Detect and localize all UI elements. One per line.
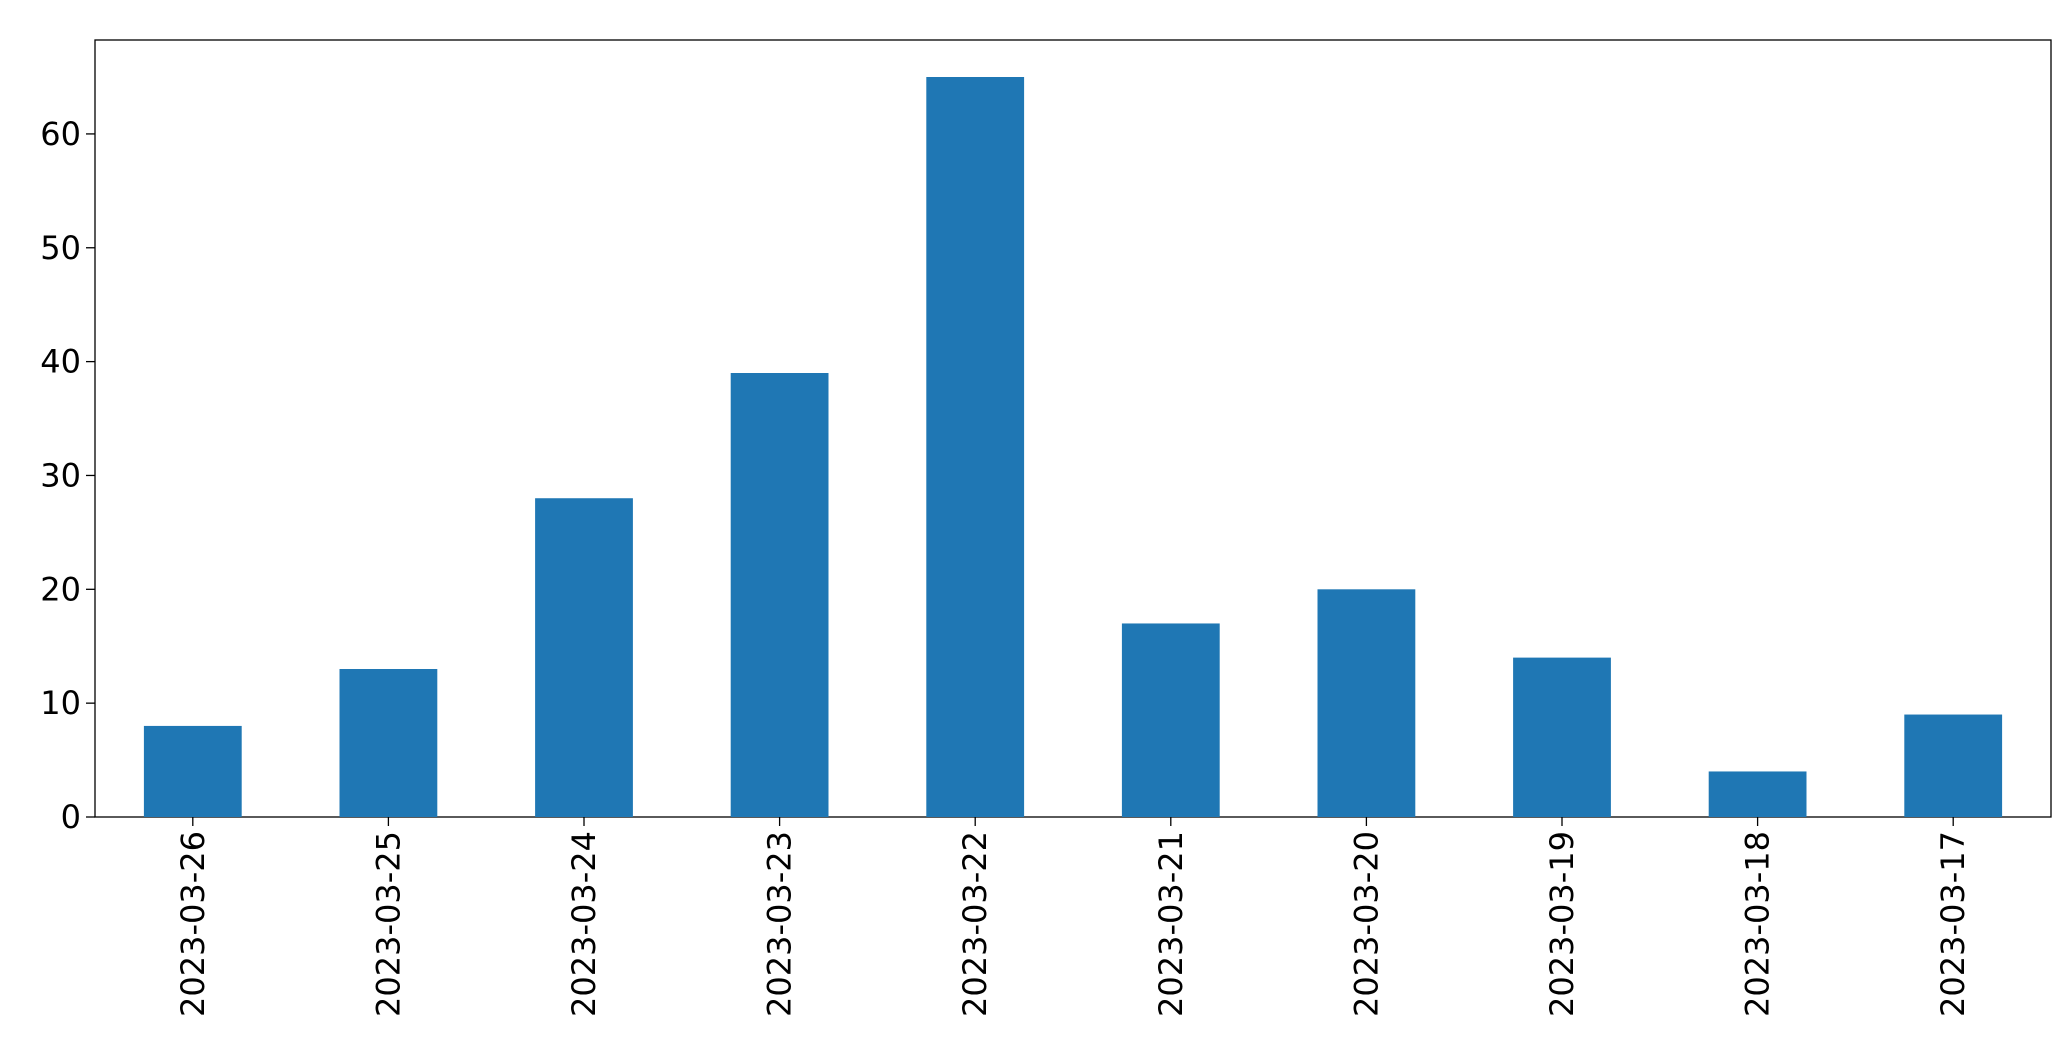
x-tick-label: 2023-03-20 xyxy=(1347,831,1385,1017)
bar xyxy=(926,77,1025,817)
x-tick-label: 2023-03-18 xyxy=(1739,831,1777,1017)
y-tick-label: 20 xyxy=(40,570,81,608)
x-tick-label: 2023-03-22 xyxy=(956,831,994,1017)
y-tick-label: 50 xyxy=(40,229,81,267)
bar xyxy=(1513,657,1611,817)
plot-frame xyxy=(94,39,2052,818)
bar xyxy=(730,373,829,817)
x-tick-label: 2023-03-21 xyxy=(1152,831,1190,1017)
bar xyxy=(1708,771,1807,817)
x-tick-label: 2023-03-26 xyxy=(174,831,212,1017)
bar xyxy=(339,669,438,817)
bar xyxy=(1904,714,2003,817)
bar xyxy=(143,725,242,817)
x-tick-label: 2023-03-23 xyxy=(761,831,799,1017)
y-tick-label: 10 xyxy=(40,684,81,722)
bar xyxy=(1317,589,1416,817)
bar xyxy=(535,498,633,817)
y-tick-label: 60 xyxy=(40,115,81,153)
y-tick-label: 30 xyxy=(40,456,81,494)
x-tick-label: 2023-03-24 xyxy=(565,831,603,1017)
y-tick-label: 0 xyxy=(61,798,81,836)
y-tick-label: 40 xyxy=(40,343,81,381)
x-tick-label: 2023-03-17 xyxy=(1934,831,1972,1017)
x-tick-label: 2023-03-19 xyxy=(1543,831,1581,1017)
x-tick-label: 2023-03-25 xyxy=(369,831,407,1017)
bar xyxy=(1121,623,1220,817)
